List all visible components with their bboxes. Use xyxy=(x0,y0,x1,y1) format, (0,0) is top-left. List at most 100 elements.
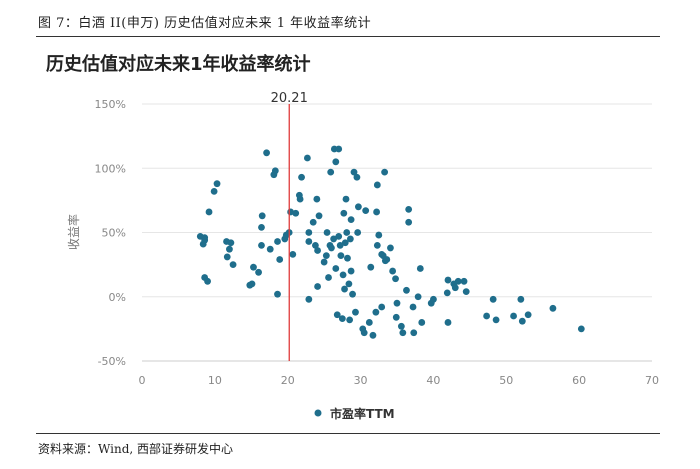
data-point xyxy=(336,241,344,249)
legend-label: 市盈率TTM xyxy=(330,406,395,421)
data-point xyxy=(352,308,359,316)
data-point xyxy=(403,286,410,294)
data-point xyxy=(325,274,332,281)
data-point xyxy=(387,244,394,252)
x-tick-label: 40 xyxy=(426,374,440,387)
data-point xyxy=(223,253,231,261)
data-point xyxy=(483,312,491,320)
data-point xyxy=(524,311,532,319)
x-tick-label: 0 xyxy=(139,374,146,387)
data-point xyxy=(340,209,348,217)
figure-caption: 图 7：白酒 II(申万) 历史估值对应未来 1 年收益率统计 xyxy=(38,16,372,31)
legend-marker xyxy=(314,409,322,417)
data-point xyxy=(365,319,373,326)
data-point xyxy=(347,216,355,224)
data-point xyxy=(323,229,331,236)
data-point xyxy=(229,261,237,269)
data-point xyxy=(204,277,211,285)
top-rule xyxy=(36,36,660,37)
data-point xyxy=(305,229,313,236)
data-point xyxy=(369,331,377,339)
data-point xyxy=(383,256,391,263)
data-point xyxy=(213,180,221,188)
x-tick-label: 70 xyxy=(645,374,659,387)
y-axis-ticks: 150% 100% 50% 0% -50% xyxy=(95,98,126,368)
data-point xyxy=(335,145,343,153)
data-point xyxy=(342,195,350,203)
data-point xyxy=(309,218,317,226)
data-point xyxy=(462,288,470,296)
data-point xyxy=(373,208,380,216)
data-point xyxy=(460,277,468,285)
data-point xyxy=(418,319,426,326)
data-point xyxy=(248,280,256,288)
data-point xyxy=(354,203,362,211)
data-point xyxy=(381,168,389,176)
data-point xyxy=(330,235,338,243)
data-point xyxy=(337,252,345,260)
data-point xyxy=(414,293,422,301)
data-point xyxy=(392,275,399,283)
data-point xyxy=(305,295,313,303)
y-tick-label: 150% xyxy=(95,98,126,111)
data-point xyxy=(373,241,381,249)
data-point xyxy=(346,235,354,243)
data-point xyxy=(454,277,462,285)
data-point xyxy=(375,231,383,239)
data-point xyxy=(378,303,386,311)
data-point xyxy=(409,303,417,311)
data-point xyxy=(226,245,233,253)
data-point xyxy=(322,252,330,260)
data-point xyxy=(305,238,313,245)
data-point xyxy=(392,313,400,321)
data-point xyxy=(405,205,413,213)
data-point xyxy=(274,290,281,298)
data-point xyxy=(341,239,349,247)
data-point xyxy=(362,207,370,215)
x-axis-ticks: 0 10 20 30 40 50 60 70 xyxy=(139,374,660,387)
data-point xyxy=(393,299,401,307)
data-point xyxy=(335,232,343,240)
data-point xyxy=(372,308,380,316)
data-point xyxy=(298,173,305,181)
x-tick-label: 50 xyxy=(499,374,513,387)
y-tick-label: 100% xyxy=(95,162,126,175)
data-point xyxy=(510,312,517,320)
data-point xyxy=(443,289,451,297)
bottom-rule xyxy=(36,433,660,434)
data-point xyxy=(258,241,265,249)
data-point xyxy=(332,265,340,272)
y-tick-label: 0% xyxy=(109,291,126,304)
data-point xyxy=(353,173,361,181)
data-point xyxy=(345,280,353,288)
data-point xyxy=(354,229,362,236)
data-point xyxy=(327,168,335,176)
data-point xyxy=(333,311,341,319)
data-point xyxy=(350,168,358,176)
data-point xyxy=(410,329,418,337)
data-point xyxy=(289,250,297,258)
data-point xyxy=(263,149,270,157)
data-points xyxy=(196,145,585,339)
data-point xyxy=(338,315,346,322)
data-point xyxy=(346,316,354,324)
data-point xyxy=(405,218,413,226)
data-point xyxy=(313,195,321,203)
data-point xyxy=(517,295,525,303)
data-point xyxy=(276,256,284,263)
data-point xyxy=(271,167,279,175)
data-point xyxy=(296,195,304,203)
data-point xyxy=(360,329,368,337)
data-point xyxy=(492,316,500,324)
data-point xyxy=(303,154,311,162)
data-point xyxy=(549,304,557,312)
data-point xyxy=(489,295,497,303)
y-tick-label: -50% xyxy=(98,355,126,368)
data-point xyxy=(314,247,321,254)
data-point xyxy=(444,319,452,326)
data-point xyxy=(347,267,355,275)
data-point xyxy=(328,244,335,252)
data-point xyxy=(312,241,319,249)
data-point xyxy=(201,236,209,244)
data-point xyxy=(258,212,266,220)
